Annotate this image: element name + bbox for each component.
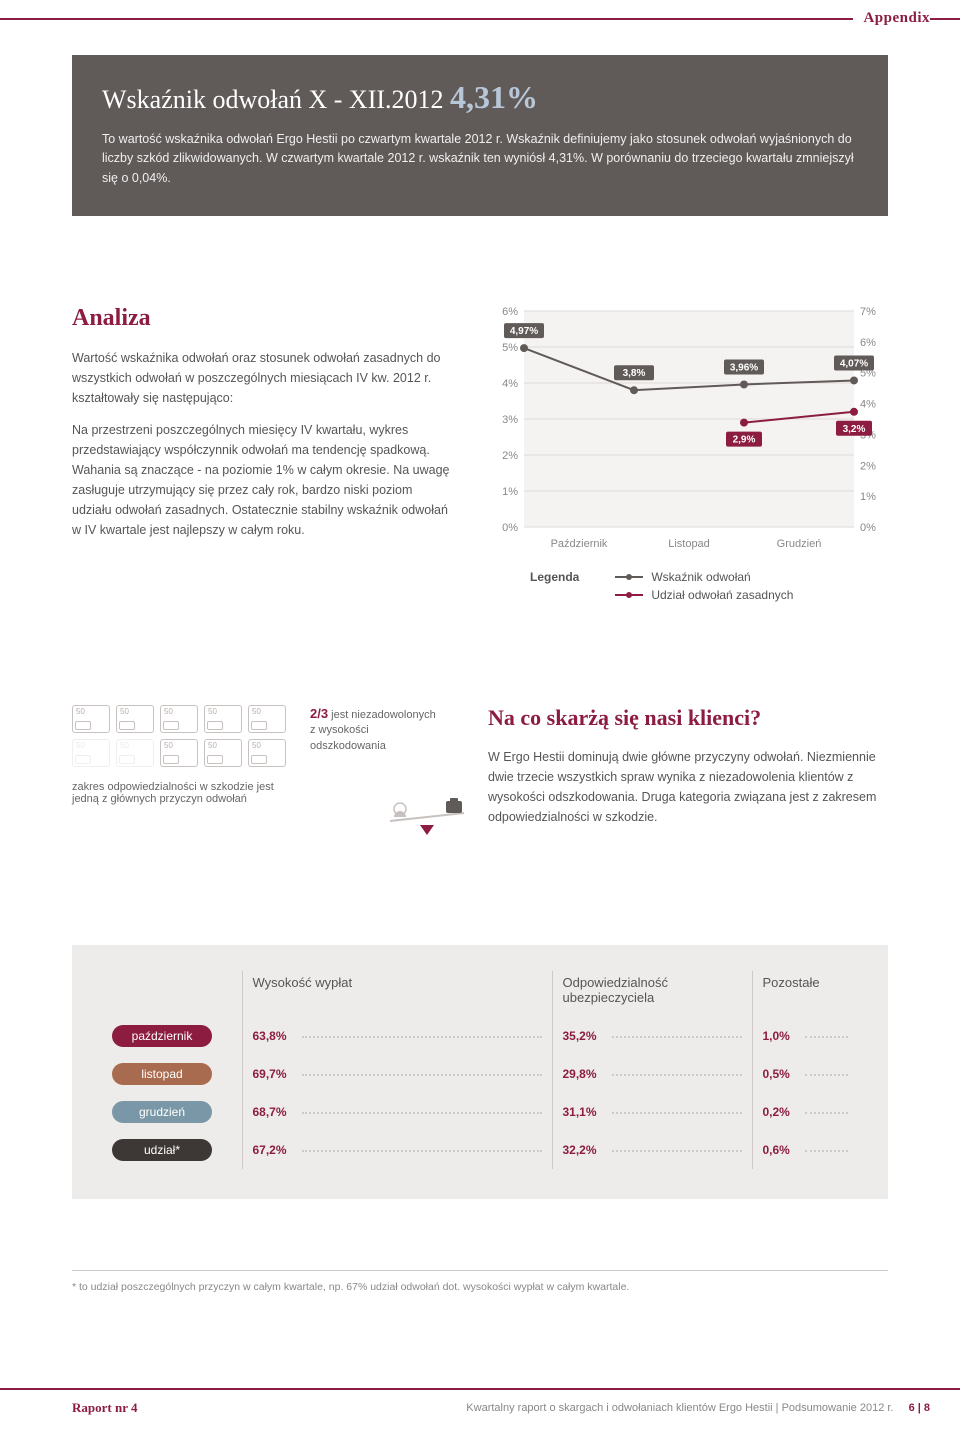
complaints-heading: Na co skarżą się nasi klienci? bbox=[488, 705, 888, 731]
summary-body: To wartość wskaźnika odwołań Ergo Hestii… bbox=[102, 130, 858, 188]
summary-box: Wskaźnik odwołań X - XII.2012 4,31% To w… bbox=[72, 55, 888, 216]
analysis-p2: Na przestrzeni poszczególnych miesięcy I… bbox=[72, 420, 452, 540]
fraction-note: 2/3 jest niezadowolonych z wysokości ods… bbox=[310, 705, 440, 754]
zakres-note: zakres odpowiedzialności w szkodzie jest… bbox=[72, 767, 292, 805]
appendix-label: Appendix bbox=[853, 10, 930, 27]
line-chart: 0%1%2%3%4%5%6%0%1%2%3%4%5%6%7%Październi… bbox=[490, 305, 888, 555]
svg-text:3%: 3% bbox=[502, 414, 518, 426]
month-pill: grudzień bbox=[112, 1101, 212, 1123]
svg-text:0%: 0% bbox=[860, 522, 876, 534]
svg-text:7%: 7% bbox=[860, 306, 876, 318]
complaints-table: Wysokość wypłatOdpowiedzialność ubezpiec… bbox=[72, 945, 888, 1199]
svg-text:6%: 6% bbox=[860, 337, 876, 349]
svg-text:Listopad: Listopad bbox=[668, 538, 710, 550]
svg-text:2%: 2% bbox=[502, 450, 518, 462]
analysis-p1: Wartość wskaźnika odwołań oraz stosunek … bbox=[72, 348, 452, 408]
month-pill: udział* bbox=[112, 1139, 212, 1161]
month-pill: październik bbox=[112, 1025, 212, 1047]
svg-text:3,2%: 3,2% bbox=[843, 424, 866, 435]
svg-text:3,8%: 3,8% bbox=[623, 368, 646, 379]
analysis-section: Analiza Wartość wskaźnika odwołań oraz s… bbox=[72, 305, 452, 552]
banknote-icons bbox=[72, 705, 302, 767]
fraction-bold: 2/3 bbox=[310, 706, 328, 721]
svg-text:4%: 4% bbox=[860, 399, 876, 411]
legend-item-wsk: Wskaźnik odwołań bbox=[651, 570, 750, 584]
svg-text:1%: 1% bbox=[860, 491, 876, 503]
svg-text:3,96%: 3,96% bbox=[730, 362, 758, 373]
month-pill: listopad bbox=[112, 1063, 212, 1085]
legend-marker-wsk bbox=[615, 576, 643, 578]
svg-text:6%: 6% bbox=[502, 306, 518, 318]
summary-title: Wskaźnik odwołań X - XII.2012 4,31% bbox=[102, 79, 858, 116]
report-number: Raport nr 4 bbox=[72, 1400, 137, 1416]
page-footer: Raport nr 4 Kwartalny raport o skargach … bbox=[0, 1388, 960, 1416]
footer-text: Kwartalny raport o skargach i odwołaniac… bbox=[466, 1402, 893, 1414]
summary-title-value: 4,31% bbox=[450, 79, 538, 115]
page-number: 6 | 8 bbox=[909, 1402, 930, 1414]
svg-text:Październik: Październik bbox=[551, 538, 608, 550]
svg-text:4,07%: 4,07% bbox=[840, 358, 868, 369]
svg-text:Grudzień: Grudzień bbox=[777, 538, 822, 550]
legend-title: Legenda bbox=[530, 570, 579, 584]
summary-title-prefix: Wskaźnik odwołań X - XII.2012 bbox=[102, 85, 450, 114]
fraction-text: jest niezadowolonych z wysokości odszkod… bbox=[310, 709, 436, 752]
svg-text:4%: 4% bbox=[502, 378, 518, 390]
legend-item-udz: Udział odwołań zasadnych bbox=[651, 588, 793, 602]
svg-text:0%: 0% bbox=[502, 522, 518, 534]
svg-text:5%: 5% bbox=[502, 342, 518, 354]
analysis-heading: Analiza bbox=[72, 305, 452, 332]
svg-text:4,97%: 4,97% bbox=[510, 326, 538, 337]
svg-text:2,9%: 2,9% bbox=[733, 435, 756, 446]
svg-text:1%: 1% bbox=[502, 486, 518, 498]
scale-icon bbox=[382, 795, 472, 835]
legend-marker-udz bbox=[615, 594, 643, 596]
svg-text:2%: 2% bbox=[860, 460, 876, 472]
chart-legend: Legenda Wskaźnik odwołań Udział odwołań … bbox=[530, 570, 793, 602]
table-footnote: * to udział poszczególnych przyczyn w ca… bbox=[72, 1270, 888, 1293]
info-row: 2/3 jest niezadowolonych z wysokości ods… bbox=[72, 705, 888, 827]
complaints-body: W Ergo Hestii dominują dwie główne przyc… bbox=[488, 747, 888, 827]
